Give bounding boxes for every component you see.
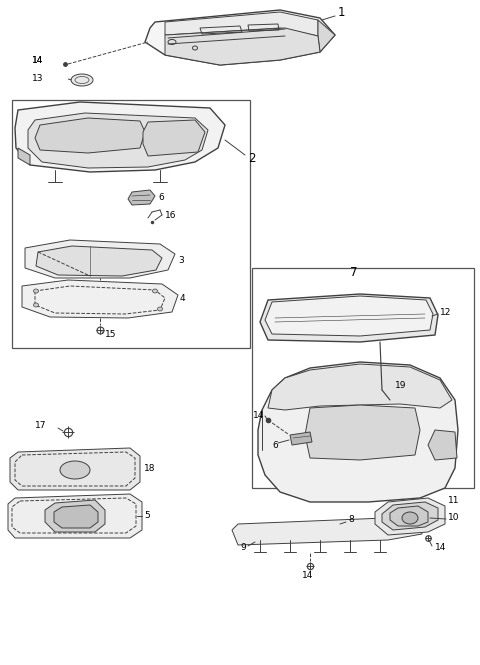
Text: 17: 17 [35, 420, 47, 430]
Ellipse shape [34, 289, 38, 293]
Polygon shape [25, 240, 175, 278]
Polygon shape [128, 190, 155, 205]
Polygon shape [382, 502, 438, 530]
Text: 3: 3 [178, 255, 184, 265]
Text: 10: 10 [448, 513, 459, 523]
Polygon shape [18, 148, 30, 165]
Ellipse shape [402, 512, 418, 524]
Text: 8: 8 [348, 515, 354, 525]
Text: 2: 2 [248, 152, 255, 164]
Ellipse shape [71, 74, 93, 86]
Polygon shape [232, 518, 422, 545]
Polygon shape [305, 405, 420, 460]
Polygon shape [260, 294, 438, 342]
Polygon shape [268, 364, 452, 410]
Text: 18: 18 [144, 464, 156, 473]
Polygon shape [35, 118, 145, 153]
Polygon shape [15, 102, 225, 172]
Ellipse shape [34, 303, 38, 307]
Polygon shape [265, 296, 433, 336]
Polygon shape [143, 120, 205, 156]
Text: 13: 13 [32, 74, 44, 82]
Polygon shape [165, 28, 320, 65]
Text: 14: 14 [253, 410, 264, 420]
Polygon shape [28, 113, 208, 168]
Text: 14: 14 [435, 543, 446, 553]
Polygon shape [10, 448, 140, 490]
Polygon shape [390, 506, 428, 526]
Ellipse shape [157, 307, 163, 311]
Polygon shape [145, 10, 335, 65]
Polygon shape [45, 500, 105, 532]
Polygon shape [165, 12, 318, 36]
Text: 7: 7 [350, 265, 358, 279]
Polygon shape [22, 280, 178, 318]
Text: 12: 12 [440, 307, 451, 317]
Text: 15: 15 [105, 329, 117, 338]
Text: 14: 14 [32, 55, 43, 65]
Text: 5: 5 [144, 511, 150, 521]
Text: 4: 4 [180, 293, 186, 303]
Text: 9: 9 [240, 543, 246, 553]
Text: 1: 1 [338, 5, 346, 19]
Polygon shape [290, 432, 312, 445]
Polygon shape [375, 498, 445, 535]
Text: 14: 14 [32, 55, 43, 65]
Polygon shape [428, 430, 457, 460]
Text: 11: 11 [448, 495, 459, 505]
Polygon shape [36, 246, 162, 276]
Polygon shape [318, 20, 335, 52]
Text: 6: 6 [272, 440, 278, 450]
Text: 14: 14 [302, 571, 313, 581]
Text: 16: 16 [165, 211, 177, 219]
Text: 19: 19 [395, 380, 407, 390]
Ellipse shape [153, 289, 157, 293]
Ellipse shape [60, 461, 90, 479]
Polygon shape [8, 494, 142, 538]
Polygon shape [258, 362, 458, 502]
Polygon shape [375, 385, 392, 397]
Polygon shape [54, 505, 98, 528]
Text: 6: 6 [158, 192, 164, 201]
